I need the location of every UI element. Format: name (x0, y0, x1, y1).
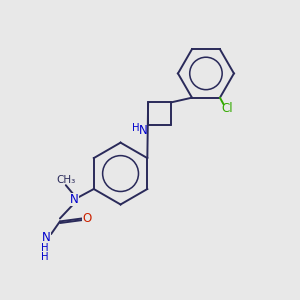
Text: N: N (70, 193, 79, 206)
Text: CH₃: CH₃ (56, 175, 75, 185)
Text: H: H (41, 243, 49, 253)
Text: H: H (132, 123, 139, 133)
Text: N: N (42, 231, 51, 244)
Text: Cl: Cl (221, 102, 233, 116)
Text: H: H (41, 252, 49, 262)
Text: O: O (83, 212, 92, 225)
Text: N: N (139, 124, 148, 137)
